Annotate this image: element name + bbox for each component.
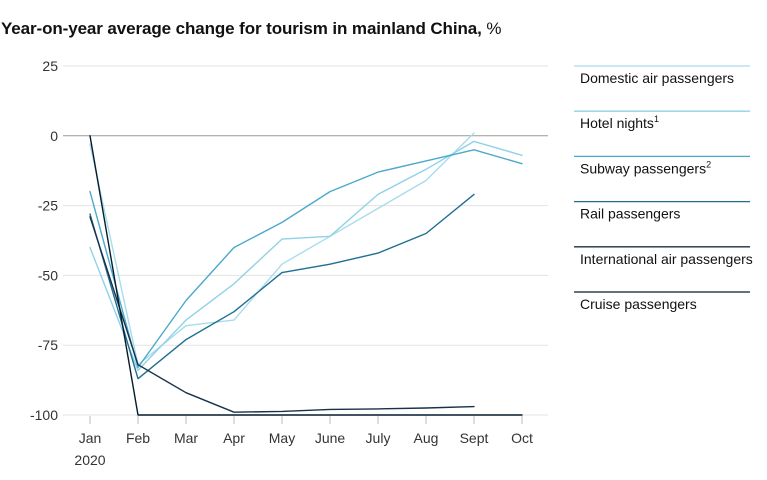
x-tick-label: Apr (223, 430, 245, 446)
legend-label-0: Domestic air passengers (580, 70, 734, 86)
x-tick-label: Jan (79, 430, 102, 446)
x-tick-label: Oct (511, 430, 533, 446)
y-tick-label: 25 (42, 58, 58, 74)
legend-label-4: International air passengers (580, 251, 753, 267)
chart-title-text: Year-on-year average change for tourism … (1, 19, 482, 38)
y-tick-label: -100 (30, 407, 58, 423)
legend-label-5: Cruise passengers (580, 296, 697, 312)
x-tick-sublabel: 2020 (74, 452, 105, 468)
x-tick-label: Feb (126, 430, 150, 446)
y-tick-label: 0 (50, 128, 58, 144)
x-tick-label: July (366, 430, 391, 446)
y-tick-label: -50 (38, 267, 58, 283)
x-tick-label: June (315, 430, 346, 446)
x-tick-label: Aug (414, 430, 439, 446)
series-line-0 (89, 132, 475, 366)
chart-title: Year-on-year average change for tourism … (1, 19, 501, 39)
series-line-2 (89, 149, 523, 369)
y-tick-label: -75 (38, 337, 58, 353)
series-line-5 (89, 135, 523, 416)
legend-label-1: Hotel nights1 (580, 114, 659, 131)
chart-title-unit: % (486, 19, 502, 38)
x-tick-label: Mar (174, 430, 198, 446)
x-tick-label: May (269, 430, 295, 446)
series-lines (89, 132, 523, 416)
y-tick-label: -25 (38, 198, 58, 214)
y-axis: 25 0 -25 -50 -75 -100 (30, 58, 58, 423)
x-axis: Jan Feb Mar Apr May June July Aug Sept Oct 2020 (74, 416, 533, 468)
x-tick-label: Sept (460, 430, 489, 446)
legend: Domestic air passengers Hotel nights1 Subw… (574, 65, 753, 312)
series-line-4 (89, 216, 475, 413)
legend-label-2: Subway passengers2 (580, 159, 711, 176)
series-line-1 (89, 140, 523, 371)
legend-label-3: Rail passengers (580, 206, 680, 222)
series-line-3 (89, 193, 475, 380)
